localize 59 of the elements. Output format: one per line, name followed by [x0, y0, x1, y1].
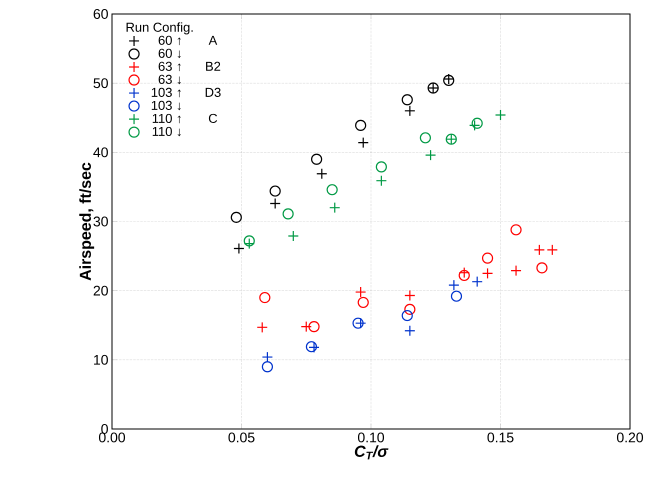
point: [282, 208, 294, 220]
legend-label: 103 ↑: [152, 88, 181, 98]
point: [482, 252, 494, 264]
legend-label: 63 ↑: [158, 62, 181, 72]
point: [233, 242, 245, 254]
y-tick-label: 40: [93, 147, 108, 158]
point: [270, 198, 281, 210]
legend-label: 110 ↓: [152, 126, 181, 136]
point: [288, 230, 299, 242]
point: [355, 120, 366, 131]
point: [510, 265, 522, 276]
x-tick-label: 0.10: [358, 432, 384, 442]
point: [510, 224, 522, 236]
y-tick-label: 10: [94, 354, 108, 365]
point: [308, 321, 320, 332]
y-tick-label: 0: [101, 424, 108, 434]
point: [358, 296, 369, 308]
annotation: C: [208, 114, 218, 123]
point: [402, 310, 413, 322]
y-tick-label: 50: [94, 78, 108, 88]
x-tick-label: 0.05: [228, 432, 254, 442]
point: [352, 318, 364, 329]
point: [270, 185, 281, 197]
point: [536, 262, 548, 274]
x-tick-label: 0.15: [487, 432, 514, 442]
point: [376, 161, 387, 172]
x-tick-label: 0.20: [616, 432, 644, 442]
point: [230, 212, 242, 223]
point: [402, 94, 413, 106]
legend-label: 60 ↓: [158, 48, 181, 58]
point: [311, 154, 322, 165]
point: [404, 304, 416, 315]
point: [262, 361, 273, 372]
x-tick-label: 0.00: [98, 432, 126, 442]
point: [404, 290, 416, 302]
x-axis-title: C$_{T}$/σ: [354, 445, 388, 460]
point: [306, 341, 318, 352]
annotation: A: [208, 36, 218, 45]
annotation: B2: [206, 62, 220, 71]
legend-title: Run Config.: [126, 22, 193, 34]
point: [424, 150, 436, 161]
point: [472, 118, 483, 129]
point: [244, 235, 255, 246]
y-axis-title: Airspeed, ft/sec: [79, 162, 94, 280]
point: [259, 292, 270, 304]
legend-label: 60 ↑: [158, 36, 181, 46]
legend-label: 110 ↑: [152, 114, 181, 124]
annotation: D3: [206, 88, 221, 97]
point: [494, 109, 506, 121]
legend-label: 63 ↓: [158, 74, 181, 84]
point: [482, 268, 494, 279]
legend-label: 103 ↓: [152, 100, 181, 110]
point: [458, 270, 470, 282]
point: [450, 290, 462, 302]
y-tick-label: 20: [94, 286, 108, 296]
y-tick-label: 60: [94, 9, 108, 19]
y-tick-label: 30: [94, 216, 108, 226]
point: [326, 184, 338, 196]
point: [420, 132, 431, 144]
